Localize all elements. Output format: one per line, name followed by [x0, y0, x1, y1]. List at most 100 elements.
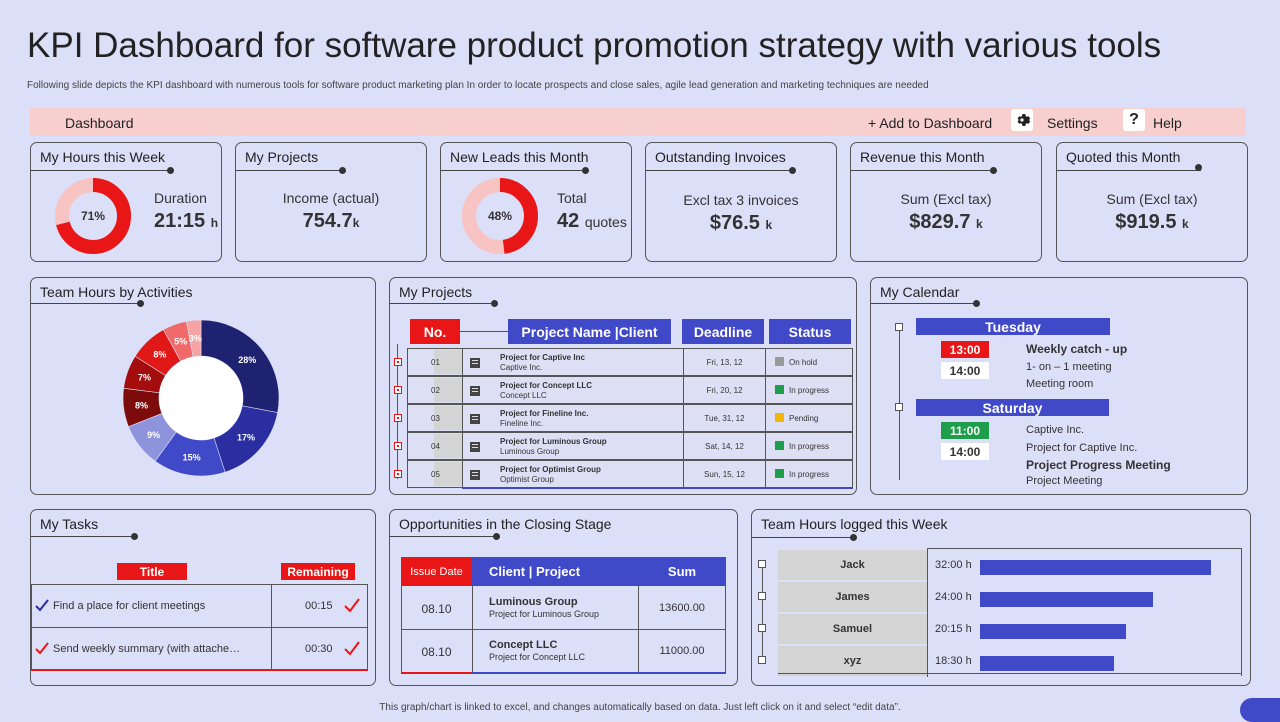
status-badge: In progress: [789, 386, 830, 395]
time-slot[interactable]: 13:00: [941, 341, 989, 358]
hours-value: 21:15 h: [154, 210, 219, 232]
time-slot[interactable]: 14:00: [941, 443, 989, 460]
panel-title: My Tasks: [40, 516, 99, 532]
activity-slice-label: 28%: [238, 355, 256, 365]
issue-date: 08.10: [421, 645, 452, 659]
row-no: 03: [431, 414, 440, 423]
settings-button[interactable]: Settings: [1047, 115, 1098, 131]
member-hours: 32:00 h: [935, 559, 972, 571]
team-hours-panel: Team Hours logged this Week Jack 32:00 h J…: [751, 509, 1251, 686]
project-client: Concept LLC: [500, 391, 547, 400]
footer-note: This graph/chart is linked to excel, and…: [379, 702, 901, 713]
member-hours: 20:15 h: [935, 623, 972, 635]
card-title: My Projects: [245, 149, 319, 165]
task-remaining: 00:30: [305, 643, 333, 655]
activity-slice-label: 8%: [153, 349, 166, 359]
team-activities-panel: Team Hours by Activities 28% 17% 15% 9% 8% 7%…: [30, 277, 376, 495]
task-remaining: 00:15: [305, 600, 333, 612]
check-icon[interactable]: [35, 598, 49, 612]
hours-caption: Duration: [154, 190, 207, 206]
leads-pct-label: 48%: [488, 209, 512, 223]
task-title: Send weekly summary (with attache…: [53, 643, 241, 655]
card-title: Revenue this Month: [860, 149, 985, 165]
tasks-panel: My Tasks Title Remaining Find a place fo…: [30, 509, 376, 686]
add-to-dashboard-button[interactable]: + Add to Dashboard: [868, 115, 993, 131]
project-deadline: Sun, 15, 12: [704, 470, 745, 479]
project-icon: [469, 468, 481, 480]
project-name: Project for Captive Inc: [500, 353, 585, 362]
col-header-no: No.: [410, 319, 460, 344]
leads-donut: 48%: [462, 178, 538, 254]
activity-slice-label: 3%: [189, 333, 202, 343]
panel-title: Team Hours logged this Week: [761, 516, 948, 532]
member-hours: 18:30 h: [935, 655, 972, 667]
status-indicator: [775, 413, 784, 422]
project-client: Optimist Group: [500, 475, 554, 484]
kpi-card-revenue: Revenue this Month Sum (Excl tax) $829.7…: [850, 142, 1042, 262]
hours-donut: 71%: [55, 178, 131, 254]
hours-pct-label: 71%: [81, 209, 105, 223]
panel-title: My Projects: [399, 284, 473, 300]
activity-slice-label: 17%: [237, 433, 255, 443]
kpi-card-leads: New Leads this Month 48% Total 42 quotes: [440, 142, 632, 262]
project-deadline: Tue, 31, 12: [704, 414, 745, 423]
calendar-day-saturday[interactable]: Saturday: [916, 399, 1109, 416]
time-slot[interactable]: 11:00: [941, 422, 989, 439]
col-header-status: Status: [769, 319, 851, 344]
col-header-issue-date: Issue Date: [401, 557, 472, 586]
dashboard-tab[interactable]: Dashboard: [65, 115, 134, 131]
col-header-sum: Sum: [638, 557, 726, 586]
col-header-title: Title: [117, 563, 187, 580]
row-no: 01: [431, 358, 440, 367]
activity-slice-label: 9%: [147, 430, 160, 440]
projects-value: 754.7k: [302, 210, 360, 232]
row-no: 05: [431, 470, 440, 479]
table-row[interactable]: [407, 432, 853, 460]
project-name: Project for Optimist Group: [500, 465, 601, 474]
card-title: Quoted this Month: [1066, 149, 1181, 165]
activity-slice-label: 15%: [183, 452, 201, 462]
help-button[interactable]: Help: [1153, 115, 1182, 131]
calendar-panel: My Calendar Tuesday 13:00 14:00 Weekly c…: [870, 277, 1248, 495]
row-no: 02: [431, 386, 440, 395]
project-client: Fineline Inc.: [500, 419, 544, 428]
calendar-day-tuesday[interactable]: Tuesday: [916, 318, 1110, 335]
project-icon: [469, 356, 481, 368]
card-title: Outstanding Invoices: [655, 149, 786, 165]
activity-slice-label: 8%: [135, 401, 148, 411]
client-name: Luminous Group: [489, 596, 578, 608]
project-name: Project for Luminous Group: [489, 609, 600, 619]
card-title: New Leads this Month: [450, 149, 589, 165]
projects-caption: Income (actual): [282, 190, 380, 206]
quoted-caption: Sum (Excl tax): [1106, 191, 1198, 207]
hours-bar: [980, 656, 1114, 671]
card-title: My Hours this Week: [40, 149, 165, 165]
check-icon: [344, 597, 360, 613]
project-icon: [469, 440, 481, 452]
status-badge: On hold: [789, 358, 818, 367]
opportunities-panel: Opportunities in the Closing Stage Issue…: [389, 509, 738, 686]
member-name: Jack: [778, 550, 927, 580]
event-subtitle: 1- on – 1 meeting: [1026, 361, 1112, 373]
member-name: Samuel: [778, 614, 927, 644]
opportunity-sum: 13600.00: [659, 602, 705, 614]
project-name: Project for Concept LLC: [489, 652, 586, 662]
hours-bar: [980, 560, 1211, 575]
kpi-card-hours: My Hours this Week 71% Duration 21:15 h: [30, 142, 222, 262]
project-icon: [469, 384, 481, 396]
col-header-project: Project Name |Client: [508, 319, 671, 344]
kpi-card-quoted: Quoted this Month Sum (Excl tax) $919.5 …: [1056, 142, 1248, 262]
project-name: Project for Concept LLC: [500, 381, 593, 390]
event-subtitle: Project Meeting: [1026, 475, 1103, 487]
hours-bar: [980, 624, 1126, 639]
event-title: Captive Inc.: [1026, 424, 1085, 436]
task-title: Find a place for client meetings: [53, 600, 206, 612]
kpi-card-projects: My Projects Income (actual) 754.7k: [235, 142, 427, 262]
time-slot[interactable]: 14:00: [941, 362, 989, 379]
event-title: Weekly catch - up: [1026, 342, 1128, 356]
issue-date: 08.10: [421, 602, 452, 616]
gear-icon[interactable]: [1011, 109, 1033, 131]
event-subtitle: Project for Captive Inc.: [1026, 442, 1138, 454]
help-icon[interactable]: ?: [1123, 109, 1145, 131]
check-icon[interactable]: [35, 641, 49, 655]
